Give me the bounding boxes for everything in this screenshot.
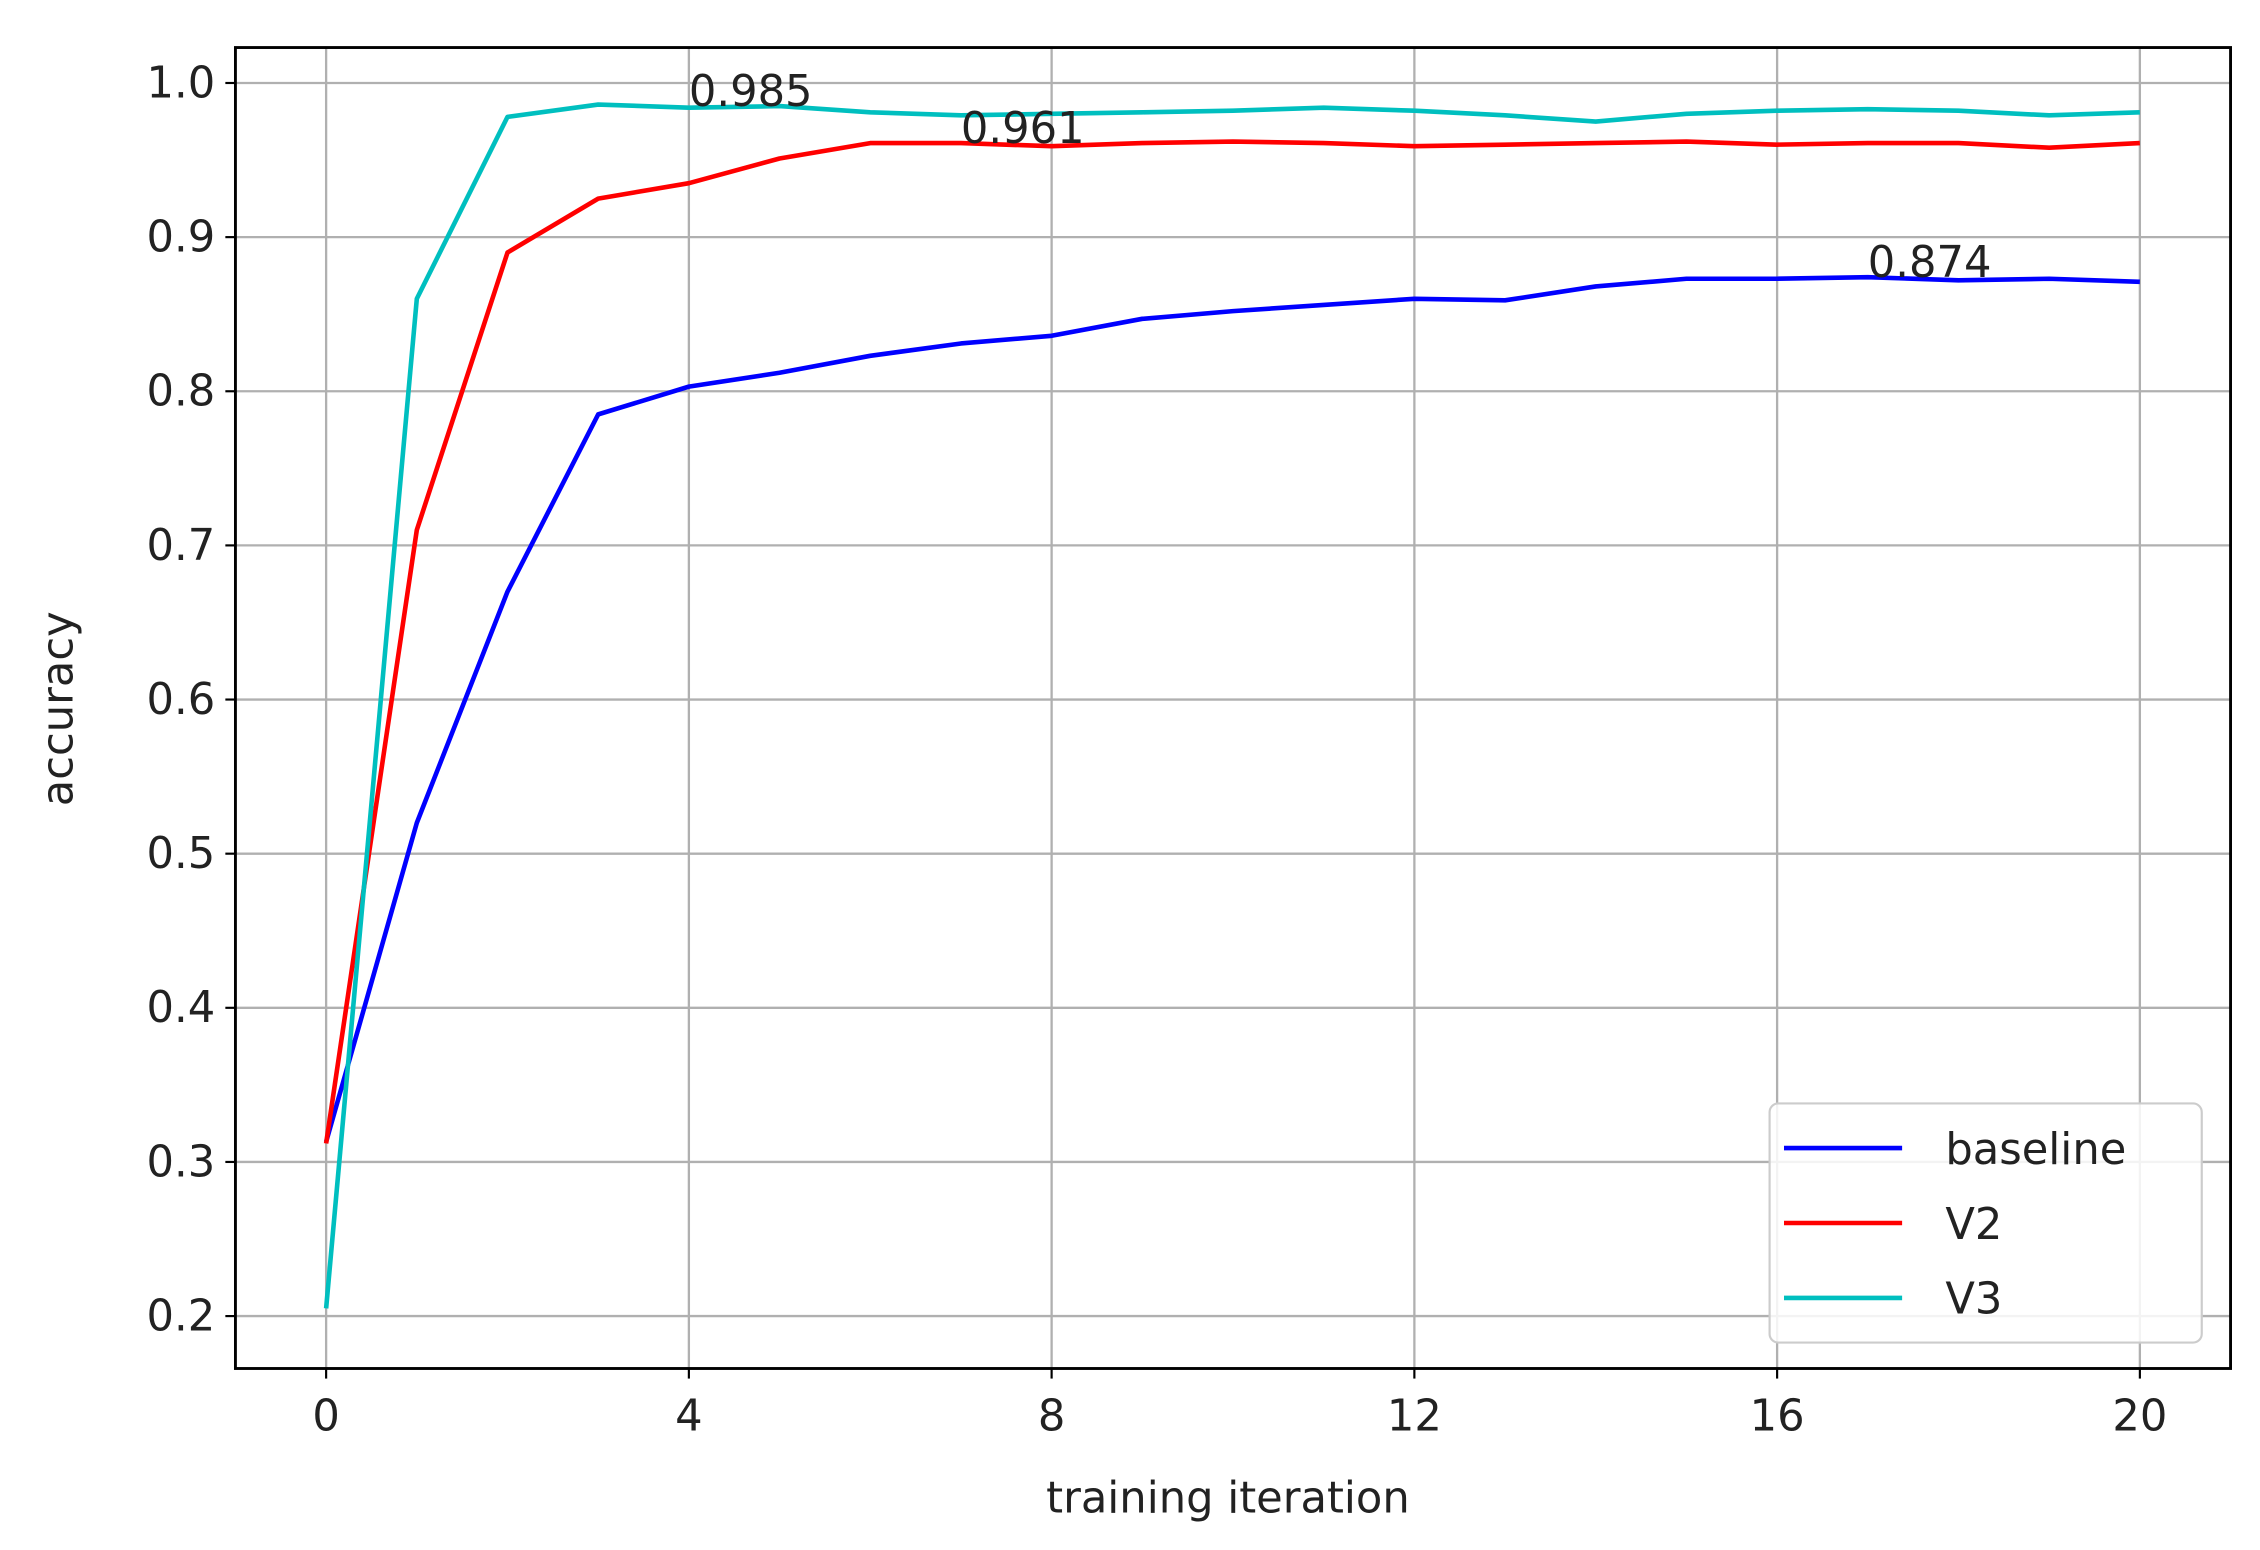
y-tick-label: 1.0 bbox=[147, 58, 216, 108]
y-tick-label: 0.8 bbox=[147, 367, 216, 417]
y-tick-label: 0.4 bbox=[147, 983, 216, 1033]
x-tick-label: 20 bbox=[2112, 1391, 2167, 1441]
y-tick-label: 0.3 bbox=[147, 1137, 216, 1187]
y-tick-label: 0.2 bbox=[147, 1291, 216, 1341]
x-tick-label: 12 bbox=[1387, 1391, 1442, 1441]
legend-label: V3 bbox=[1945, 1275, 2002, 1325]
y-axis-label: accuracy bbox=[34, 611, 84, 806]
annotation: 0.874 bbox=[1868, 238, 1992, 288]
x-tick-label: 16 bbox=[1750, 1391, 1805, 1441]
annotation: 0.985 bbox=[689, 67, 813, 117]
x-axis-label: training iteration bbox=[1046, 1474, 1410, 1524]
legend-box bbox=[1768, 1102, 2203, 1344]
y-tick-label: 0.7 bbox=[147, 521, 216, 571]
y-tick-label: 0.6 bbox=[147, 675, 216, 725]
y-tick-label: 0.5 bbox=[147, 829, 216, 879]
series-line bbox=[323, 139, 2140, 1144]
x-tick-label: 8 bbox=[1038, 1391, 1066, 1441]
x-tick-label: 4 bbox=[675, 1391, 703, 1441]
annotation: 0.961 bbox=[961, 104, 1085, 154]
x-tick-label: 0 bbox=[312, 1391, 339, 1441]
series-line bbox=[323, 102, 2140, 1309]
legend-label: baseline bbox=[1945, 1125, 2126, 1175]
series-line bbox=[323, 274, 2140, 1143]
y-tick-label: 0.9 bbox=[147, 213, 216, 263]
legend: baseline V2 V3 bbox=[1768, 1102, 2203, 1344]
plot-frame bbox=[233, 46, 2232, 1370]
legend-label: V2 bbox=[1945, 1200, 2002, 1250]
